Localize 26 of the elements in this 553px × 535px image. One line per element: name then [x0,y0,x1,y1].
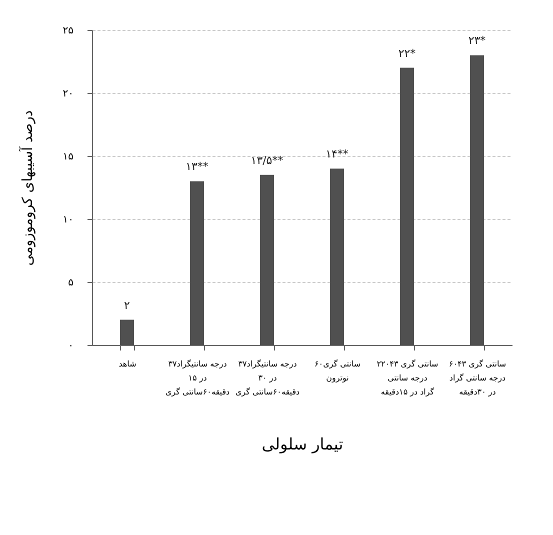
x-tick-label: ۶۰سانتی گری نوترون [314,358,361,382]
y-tick-label: ۲۵ [62,26,74,36]
data-label: ۲ [124,298,130,312]
bar [470,55,484,345]
x-axis-title: تیمار سلولی [262,434,344,454]
bar [330,168,344,345]
bar [120,320,134,345]
y-tick-label: ۱۰ [62,214,74,226]
x-tick-label: ۳۷درجه سانتیگراد در ۳۰ دقیقه۶۰سانتی گری [235,358,300,396]
data-label: ۱۴** [326,148,349,161]
data-label: ۱۳/۵** [250,154,284,167]
x-tick-label: شاهد [118,360,137,368]
y-tick-label: ۰ [68,340,74,352]
x-tick-label: ۳۷درجه سانتیگراد در ۱۵ دقیقه۶۰سانتی گری [165,358,230,396]
y-axis-title: درصد آسیبهای کروموزومی [18,110,36,266]
bar [260,174,274,345]
data-label: ۱۳** [186,160,209,174]
y-tick-label: ۵ [68,278,74,288]
data-label: ۲۲* [398,46,416,60]
data-label: ۲۳* [468,34,486,48]
bar [190,181,204,345]
x-tick-label: ۲۲۰سانتی گری ۴۳ درجه سانتی گراد در ۱۵دقیقه [376,358,439,396]
y-tick-label: ۱۵ [62,152,74,162]
x-tick-label: ۶۰سانتی گری ۴۳ درجه سانتی گراد در ۳۰دقیقه [448,358,506,396]
bar [400,68,414,345]
y-tick-label: ۲۰ [62,88,74,100]
